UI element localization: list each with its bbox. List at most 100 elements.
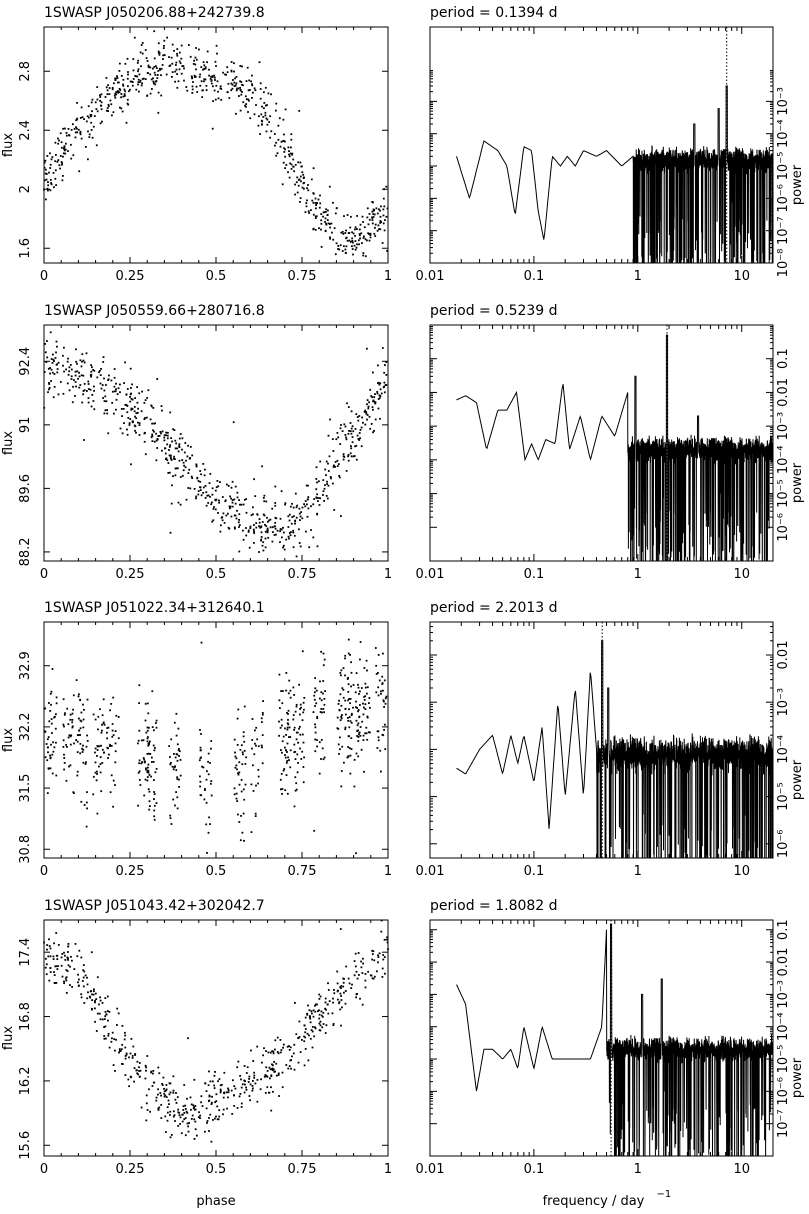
data-point [324,997,327,1000]
data-point [246,1066,249,1069]
data-point [56,160,59,163]
data-point [301,750,304,753]
data-point [45,963,48,966]
data-point [371,396,374,399]
data-point [194,1120,197,1123]
data-point [176,54,179,57]
data-point [76,774,79,777]
data-point [206,61,208,64]
data-point [159,1092,162,1094]
data-point [206,1120,209,1122]
data-point [337,463,340,465]
data-point [52,172,55,174]
data-point [72,154,75,157]
data-point [212,1119,214,1121]
data-point [121,1063,124,1065]
data-point [303,1024,306,1027]
data-point [327,982,329,985]
data-point [320,708,323,710]
data-point [257,769,260,771]
data-point [207,773,210,776]
data-point [55,713,57,716]
data-point [173,721,176,724]
data-point [243,498,246,501]
data-point [284,148,286,151]
data-point [241,91,243,93]
data-point [280,718,283,721]
y-axis-label: power [790,164,805,205]
data-point [230,82,233,85]
data-point [278,117,281,120]
data-point [303,1035,305,1038]
data-point [122,83,124,86]
data-point [241,1083,244,1086]
data-point [212,100,214,102]
data-point [352,253,354,256]
data-point [366,418,368,421]
data-point [94,101,97,104]
data-point [72,694,75,697]
data-point [55,702,58,705]
data-point [202,492,205,494]
data-point [176,778,179,780]
data-point [146,737,149,740]
data-point [359,437,361,440]
data-point [323,500,325,502]
data-point [85,801,88,804]
data-point [124,404,127,406]
lightcurve-panel: 1SWASP J051022.34+312640.10 0.25 0.5 0.75 13… [1,600,392,879]
data-point [243,798,246,801]
data-point [345,245,348,248]
data-point [231,87,234,90]
data-point [318,1029,321,1031]
data-point [43,179,46,182]
data-point [81,353,84,356]
data-point [183,464,185,467]
data-point [332,1023,335,1025]
data-point [295,782,298,785]
data-point [85,761,87,764]
data-point [275,533,277,536]
data-point [210,740,213,742]
data-point [127,71,129,73]
data-point [147,771,150,774]
data-point [365,659,368,662]
data-point [342,458,345,461]
data-point [44,707,46,710]
data-point [59,381,62,383]
data-point [320,650,322,653]
data-point [56,345,58,348]
data-point [284,754,286,756]
data-point [215,486,218,489]
data-point [351,441,354,444]
data-point [331,1012,334,1015]
data-point [269,518,272,521]
data-point [90,375,92,378]
data-point [68,765,70,768]
data-point [120,1048,123,1051]
data-point [145,1102,148,1105]
data-point [301,171,304,174]
data-point [187,1037,189,1040]
data-point [319,460,322,463]
data-point [130,392,132,395]
data-point [254,495,257,497]
data-point [296,504,299,507]
data-point [233,85,236,87]
data-point [69,713,72,716]
data-point [175,712,178,715]
data-point [357,683,359,686]
data-point [52,955,55,958]
data-point [241,83,243,86]
data-point [102,361,105,363]
data-point [293,534,296,537]
data-point [84,763,87,765]
data-point [112,696,115,699]
data-point [357,419,360,422]
data-point [114,390,117,393]
data-point [150,404,153,407]
data-point [44,756,47,759]
data-point [131,408,134,410]
data-point [194,1105,197,1107]
data-point [138,770,141,773]
